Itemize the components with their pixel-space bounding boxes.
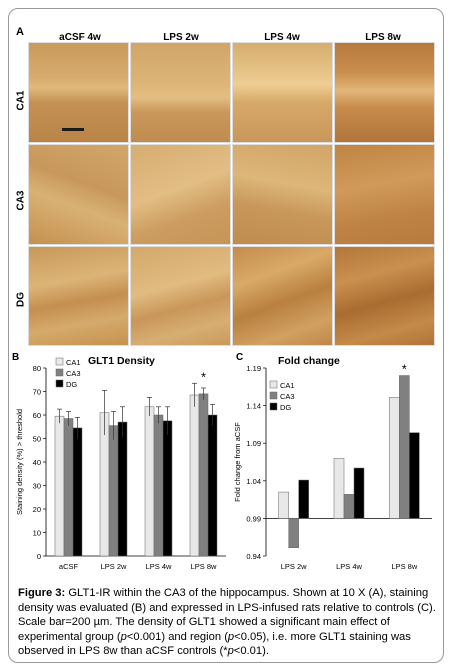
panel-c-letter: C [236,352,243,363]
chart-title: GLT1 Density [88,355,155,367]
scale-bar [62,128,84,131]
bar-dg-lps-4w [353,467,365,519]
chart-title: Fold change [278,355,340,367]
legend-label-ca1: CA1 [66,358,81,367]
column-header-lps-8w: LPS 8w [365,32,401,43]
y-tick-label: 0.99 [246,514,261,523]
micrograph-dg-lps-2w [130,246,231,346]
row-header-dg: DG [15,292,27,307]
legend-swatch-ca3 [269,391,278,400]
chart-c-fold-change: C Fold change 0.94 0.99 1.04 1.09 1.14 1.19 Fold… [233,352,432,571]
legend-swatch-ca1 [269,380,278,389]
bar-dg-lps-4w [162,420,173,557]
legend-label-dg: DG [66,380,77,389]
bar-ca1-lps-4w [333,457,345,519]
column-header-lps-2w: LPS 2w [163,32,199,43]
bar-ca3-lps-2w [108,425,119,557]
bar-ca1-acsf [54,415,65,557]
x-tick-label-lps-2w: LPS 2w [281,562,307,571]
micrograph-ca3-lps-4w [232,144,333,245]
bar-ca1-lps-2w [278,491,289,519]
bar-dg-lps-2w [117,421,128,557]
micrograph-ca3-acsf-4w [28,144,129,245]
panel-a-letter: A [16,26,24,38]
y-tick-label: 0.94 [246,552,261,561]
bar-dg-lps-8w [409,432,420,519]
significance-asterisk: * [201,369,206,384]
legend-swatch-dg [55,379,64,388]
caption-text-3: <0.05), i.e. more GLT1 staining was obse… [18,630,411,658]
significance-asterisk: * [402,362,407,377]
bar-ca3-lps-4w [153,414,164,557]
legend-swatch-ca1 [55,357,64,366]
y-tick-label: 1.09 [246,439,261,448]
x-tick-label-lps-4w: LPS 4w [146,562,172,571]
micrograph-ca3-lps-8w [334,144,435,245]
caption-label: Figure 3: [18,587,66,599]
x-tick-label-lps-2w: LPS 2w [101,562,127,571]
caption-text-4: <0.01). [233,645,269,657]
y-tick-label: 20 [33,505,41,514]
y-tick-label: 0 [37,552,41,561]
micrograph-dg-lps-8w [334,246,435,346]
bar-dg-lps-8w [207,414,218,557]
legend-label-ca3: CA3 [66,369,81,378]
bar-ca1-lps-8w [389,397,400,519]
y-tick-label: 50 [33,435,41,444]
bar-ca3-lps-8w [399,375,410,519]
x-tick-label-lps-4w: LPS 4w [336,562,362,571]
y-tick-label: 1.14 [246,402,261,411]
x-tick-label-lps-8w: LPS 8w [391,562,417,571]
legend-swatch-dg [269,402,278,411]
micrograph-ca1-lps-8w [334,42,435,143]
y-tick-label: 1.04 [246,477,261,486]
bar-ca3-acsf [63,418,74,557]
bar-ca3-lps-8w [198,393,209,557]
figure-caption: Figure 3: GLT1-IR within the CA3 of the … [18,586,436,659]
bar-dg-lps-2w [298,479,309,519]
column-header-lps-4w: LPS 4w [264,32,300,43]
y-tick-label: 40 [33,458,41,467]
micrograph-ca1-acsf-4w [28,42,129,143]
panel-b-letter: B [12,352,19,363]
x-tick-label-lps-8w: LPS 8w [191,562,217,571]
bar-ca1-lps-4w [144,406,155,557]
y-tick-label: 80 [33,364,41,373]
bar-ca3-lps-2w [288,518,299,548]
y-tick-label: 10 [33,529,41,538]
y-axis-label: Staining density (%) > threshold [15,409,24,515]
bar-ca1-lps-8w [189,394,200,557]
caption-p-3: p [227,645,234,657]
bar-ca3-lps-4w [343,494,355,519]
bar-dg-acsf [72,427,83,557]
legend-label-ca3: CA3 [280,392,295,401]
legend-label-ca1: CA1 [280,381,295,390]
y-tick-label: 70 [33,388,41,397]
caption-p-2: p [227,630,235,643]
chart-b-glt1-density: B GLT1 Density 0 10 20 30 40 50 60 70 80 Staining d… [12,352,226,571]
row-header-ca3: CA3 [15,190,27,211]
micrograph-dg-acsf-4w [28,246,129,346]
x-tick-label-acsf: aCSF [59,562,79,571]
micrograph-ca1-lps-4w [232,42,333,143]
row-header-ca1: CA1 [15,90,27,111]
y-tick-label: 30 [33,482,41,491]
micrograph-ca1-lps-2w [130,42,231,143]
micrograph-dg-lps-4w [232,246,333,346]
legend-swatch-ca3 [55,368,64,377]
caption-text-1: GLT1-IR within the CA3 of the hippocampu… [18,587,436,643]
legend-label-dg: DG [280,403,291,412]
y-tick-label: 1.19 [246,364,261,373]
y-axis-label: Fold change from aCSF [233,422,242,502]
column-header-acsf-4w: aCSF 4w [59,32,101,43]
micrograph-ca3-lps-2w [130,144,231,245]
y-tick-label: 60 [33,411,41,420]
caption-p-1: p [120,630,127,643]
caption-text-2: <0.001) and region ( [126,630,228,643]
